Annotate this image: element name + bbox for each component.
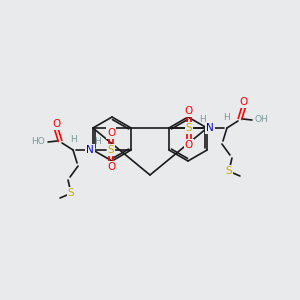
Text: HO: HO bbox=[31, 137, 45, 146]
Text: O: O bbox=[185, 106, 193, 116]
Text: H: H bbox=[94, 136, 100, 146]
Text: O: O bbox=[240, 97, 248, 107]
Text: N: N bbox=[206, 123, 214, 133]
Text: H: H bbox=[224, 113, 230, 122]
Text: S: S bbox=[186, 123, 192, 133]
Text: S: S bbox=[226, 166, 232, 176]
Text: O: O bbox=[52, 119, 60, 129]
Text: S: S bbox=[68, 188, 74, 198]
Text: N: N bbox=[86, 145, 94, 155]
Text: H: H bbox=[70, 136, 76, 145]
Text: H: H bbox=[200, 115, 206, 124]
Text: O: O bbox=[185, 140, 193, 150]
Text: S: S bbox=[108, 145, 114, 155]
Text: OH: OH bbox=[255, 116, 269, 124]
Text: O: O bbox=[107, 128, 115, 138]
Text: O: O bbox=[107, 162, 115, 172]
